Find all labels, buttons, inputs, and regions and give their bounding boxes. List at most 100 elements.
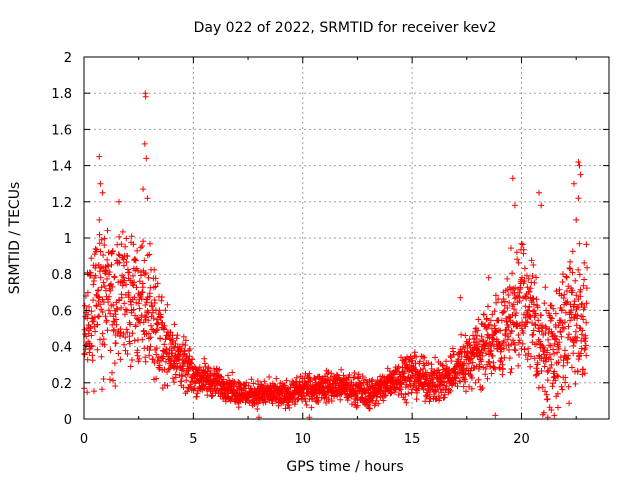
data-point: [307, 376, 314, 383]
data-point: [577, 286, 584, 293]
data-point: [333, 371, 340, 378]
tick-labels: 0 5 10 15 20 0 0.2 0.4 0.6 0.8 1 1.2 1.4 1.6 1.8 2: [51, 51, 529, 447]
data-point: [146, 347, 153, 354]
data-point: [475, 316, 482, 323]
data-point: [545, 336, 552, 343]
data-point: [149, 326, 156, 333]
data-point: [499, 365, 506, 372]
data-point: [130, 306, 137, 313]
data-point: [156, 307, 163, 314]
data-point: [561, 319, 568, 326]
data-point: [178, 345, 185, 352]
data-point: [112, 340, 119, 347]
data-point: [283, 377, 290, 384]
data-point: [229, 369, 236, 376]
data-point: [580, 282, 587, 289]
data-point: [550, 346, 557, 353]
data-point: [448, 358, 455, 365]
data-point: [518, 345, 525, 352]
data-point: [96, 216, 103, 223]
data-point: [323, 391, 330, 398]
data-point: [463, 388, 469, 395]
data-point: [101, 235, 108, 242]
data-point: [146, 251, 153, 258]
data-point: [141, 140, 148, 147]
data-point: [575, 195, 582, 202]
data-point: [516, 289, 523, 296]
data-point: [311, 375, 318, 382]
data-point: [508, 365, 515, 372]
data-point: [530, 295, 537, 302]
data-point: [101, 242, 108, 249]
data-point: [566, 265, 573, 272]
data-point: [485, 274, 492, 281]
data-point: [171, 345, 178, 351]
data-point: [149, 356, 156, 363]
data-point: [138, 312, 145, 319]
data-point: [524, 356, 531, 363]
data-point: [515, 362, 522, 369]
data-point: [258, 381, 264, 388]
data-point: [560, 362, 567, 369]
data-point: [84, 389, 91, 396]
data-point: [516, 351, 522, 358]
data-point: [520, 330, 527, 336]
data-point: [109, 369, 115, 376]
data-point: [135, 316, 142, 323]
data-point: [262, 399, 269, 406]
data-point: [173, 335, 180, 342]
data-point: [186, 353, 193, 360]
data-point: [573, 337, 580, 344]
data-point: [582, 342, 589, 349]
data-point: [437, 386, 444, 392]
data-point: [564, 288, 570, 294]
data-point: [133, 299, 140, 306]
data-point: [492, 412, 499, 419]
data-point: [113, 321, 120, 328]
data-point: [498, 317, 505, 324]
data-point: [291, 394, 298, 401]
data-point: [484, 375, 491, 382]
data-point: [474, 327, 481, 334]
data-point: [528, 257, 535, 264]
data-point: [171, 379, 177, 386]
data-point: [501, 338, 507, 344]
data-point: [524, 318, 531, 325]
x-tick-label: 20: [513, 432, 530, 447]
y-tick-label: 2: [64, 51, 72, 66]
data-point: [581, 370, 588, 377]
data-point: [581, 304, 588, 311]
data-point: [173, 360, 180, 367]
data-point: [447, 387, 454, 394]
data-point: [139, 284, 146, 291]
data-point: [564, 298, 571, 305]
data-point: [151, 266, 158, 273]
y-tick-label: 1.8: [51, 87, 72, 102]
data-point: [382, 392, 389, 399]
data-point: [462, 332, 469, 339]
data-point: [544, 347, 551, 354]
data-point: [99, 296, 106, 303]
data-point: [108, 281, 114, 287]
data-point: [105, 249, 112, 256]
data-point: [154, 280, 161, 287]
data-point: [140, 327, 147, 334]
data-point: [529, 320, 535, 326]
x-tick-label: 10: [294, 432, 311, 447]
data-point: [92, 328, 99, 335]
data-point: [104, 227, 111, 234]
data-point: [572, 328, 579, 335]
data-point: [537, 341, 544, 348]
data-point: [542, 388, 548, 395]
data-point: [131, 279, 137, 286]
data-point: [118, 294, 125, 301]
data-point: [450, 348, 457, 355]
data-point: [94, 321, 101, 328]
data-point: [506, 284, 513, 291]
data-point: [460, 383, 467, 390]
data-point: [116, 259, 123, 266]
data-point: [147, 343, 154, 350]
data-point: [181, 348, 188, 355]
data-point: [579, 327, 586, 334]
data-point: [101, 341, 108, 348]
